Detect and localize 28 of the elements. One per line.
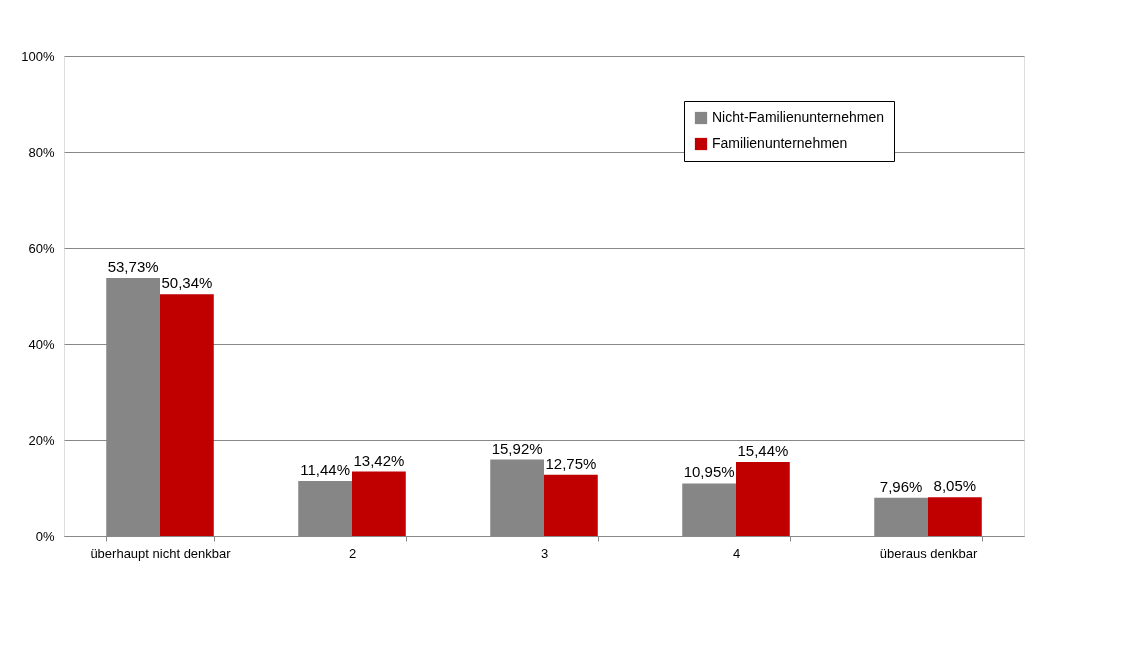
x-tick-label: überaus denkbar — [879, 545, 978, 561]
data-label: 13,42% — [353, 451, 405, 469]
data-label: 50,34% — [161, 274, 213, 292]
data-label: 8,05% — [933, 477, 977, 495]
x-tick-label: überhaupt nicht denkbar — [90, 545, 232, 561]
data-label: 10,95% — [683, 463, 735, 481]
data-label: 12,75% — [545, 454, 597, 472]
legend-label: Nicht-Familienunternehmen — [712, 109, 884, 125]
y-tick-label: 40% — [28, 336, 55, 352]
y-tick-label: 60% — [28, 240, 55, 256]
x-tick-label: 3 — [540, 545, 549, 561]
data-label: 53,73% — [107, 258, 159, 276]
y-tick-label: 80% — [28, 144, 55, 160]
y-tick-label: 0% — [35, 528, 55, 544]
bar — [736, 461, 790, 536]
x-tick-label: 4 — [732, 545, 741, 561]
x-tick-label: 2 — [348, 545, 357, 561]
y-tick-label: 100% — [21, 48, 55, 64]
bar — [928, 497, 982, 536]
y-tick-label: 20% — [28, 432, 55, 448]
bar — [544, 474, 598, 536]
bar — [352, 471, 406, 536]
data-label: 11,44% — [300, 461, 350, 479]
legend-label: Familienunternehmen — [712, 135, 848, 151]
data-label: 15,92% — [491, 439, 543, 457]
data-label: 7,96% — [879, 477, 923, 495]
data-label: 15,44% — [737, 441, 789, 459]
bar — [160, 294, 214, 536]
